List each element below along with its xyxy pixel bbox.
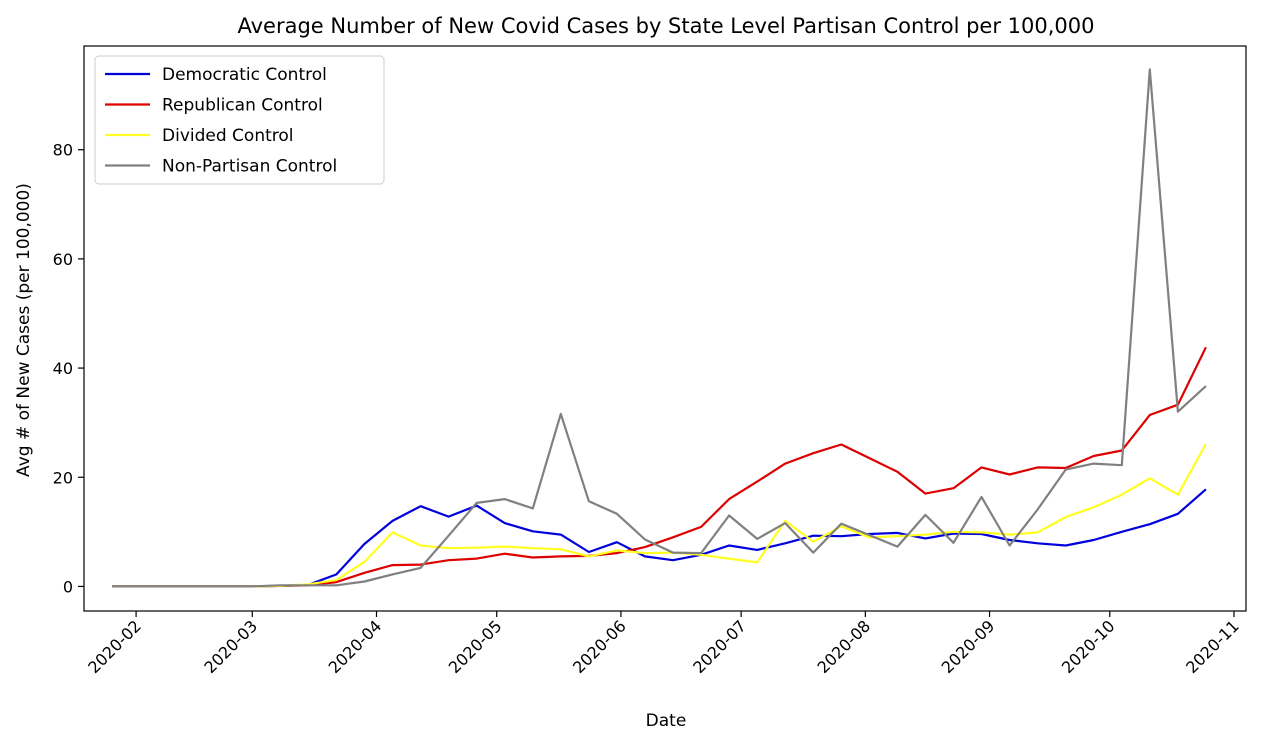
chart-title: Average Number of New Covid Cases by Sta… — [237, 14, 1094, 38]
x-tick-label: 2020-10 — [1058, 616, 1119, 677]
legend-entry: Republican Control — [162, 96, 323, 116]
legend: Democratic Control Republican Control Divi… — [94, 55, 385, 185]
x-tick-label: 2020-04 — [325, 616, 386, 677]
legend-entry: Democratic Control — [162, 65, 327, 85]
y-axis: 0 20 40 60 80 — [53, 141, 84, 596]
series-line-2 — [112, 346, 1207, 588]
x-tick-label: 2020-06 — [569, 616, 630, 677]
series-line-3 — [112, 443, 1207, 588]
series-line-4 — [112, 68, 1207, 588]
legend-box — [94, 55, 385, 185]
x-tick-label: 2020-07 — [689, 616, 750, 677]
series-group — [112, 68, 1207, 588]
y-tick-label: 80 — [53, 141, 73, 160]
x-axis: 2020-02 2020-03 2020-04 2020-05 2020-06 2020-… — [84, 611, 1243, 677]
plot-frame — [83, 45, 1247, 612]
legend-entry: Divided Control — [162, 126, 294, 146]
legend-entry: Non-Partisan Control — [162, 157, 337, 177]
x-axis-label: Date — [646, 711, 687, 731]
y-tick-label: 20 — [53, 468, 73, 487]
y-tick-label: 0 — [63, 577, 73, 596]
x-tick-label: 2020-05 — [445, 616, 506, 677]
y-tick-label: 60 — [53, 250, 73, 269]
y-axis-label: Avg # of New Cases (per 100,000) — [14, 183, 34, 477]
y-tick-label: 40 — [53, 359, 73, 378]
x-tick-label: 2020-09 — [938, 616, 999, 677]
x-tick-label: 2020-11 — [1182, 616, 1243, 677]
x-tick-label: 2020-03 — [200, 616, 261, 677]
x-tick-label: 2020-08 — [813, 616, 874, 677]
x-tick-label: 2020-02 — [84, 616, 145, 677]
